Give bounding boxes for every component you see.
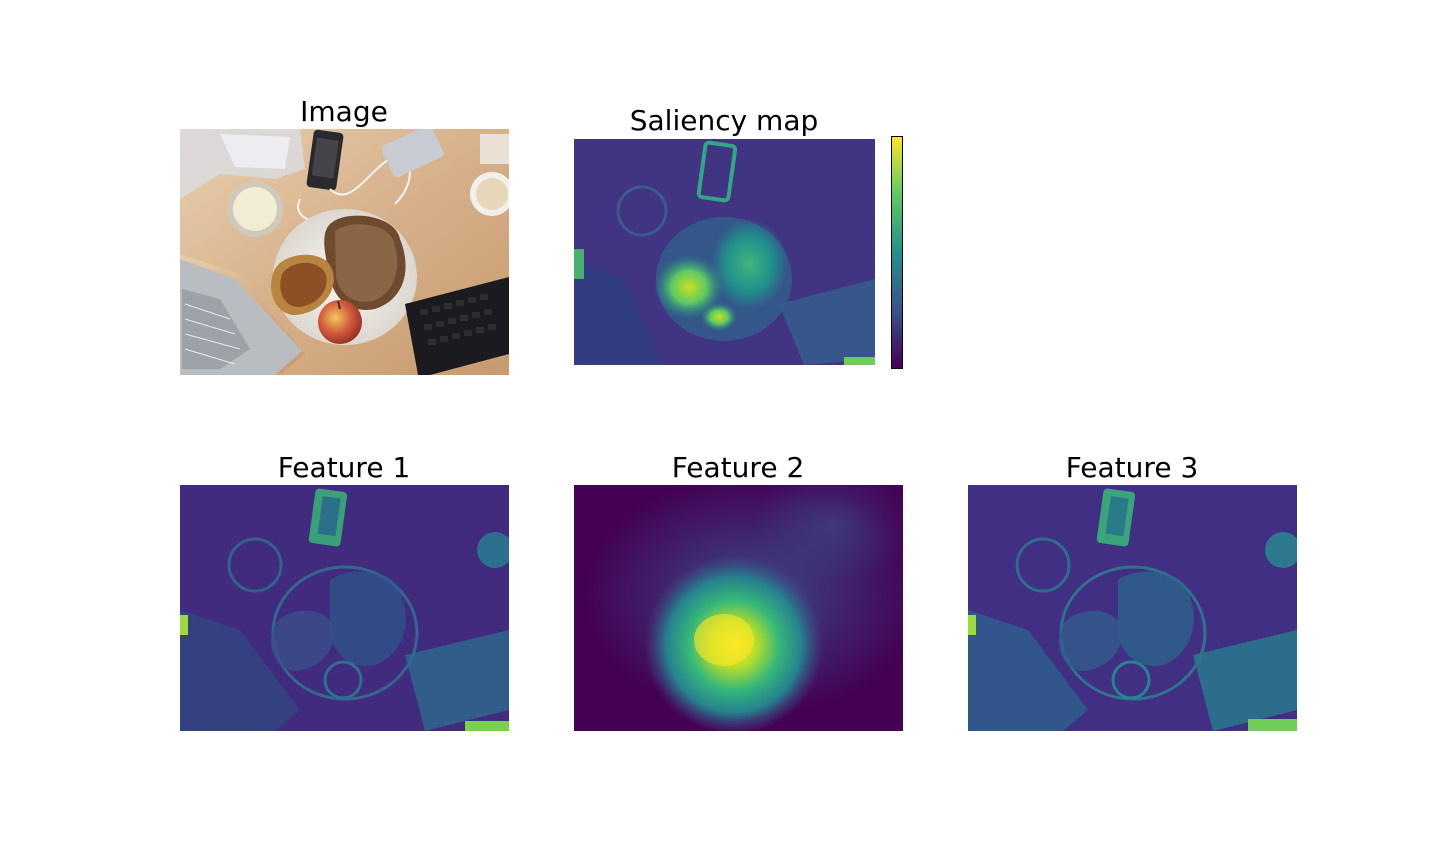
- saliency-heatmap: [574, 139, 875, 365]
- feature-2-panel: [574, 485, 903, 731]
- saliency-map-panel: [574, 139, 875, 365]
- feature-1-title: Feature 1: [277, 451, 411, 484]
- image-title: Image: [300, 95, 388, 128]
- feature-1-panel: [180, 485, 509, 731]
- saliency-colorbar: [891, 136, 903, 369]
- feature-3-title: Feature 3: [1065, 451, 1199, 484]
- feature-1-heatmap: [180, 485, 509, 731]
- desk-photo: [180, 129, 509, 375]
- saliency-map-title: Saliency map: [629, 104, 819, 137]
- feature-3-panel: [968, 485, 1297, 731]
- feature-2-title: Feature 2: [671, 451, 805, 484]
- feature-3-heatmap: [968, 485, 1297, 731]
- feature-2-heatmap: [574, 485, 903, 731]
- image-panel: [180, 129, 509, 375]
